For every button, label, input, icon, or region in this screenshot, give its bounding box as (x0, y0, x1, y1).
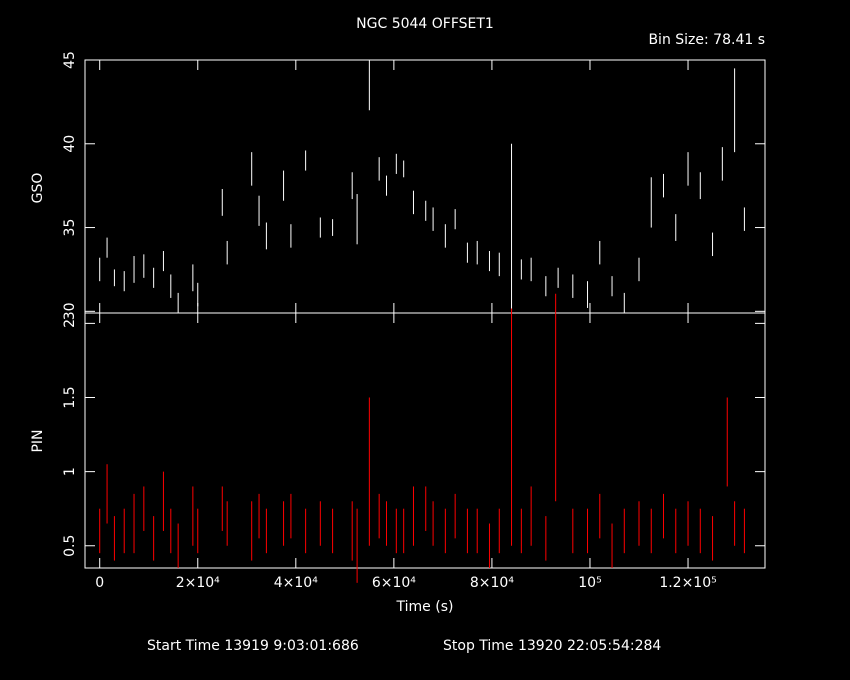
y-axis-label: GSO (30, 173, 46, 204)
x-tick-label: 6×10⁴ (372, 575, 416, 591)
start-time: Start Time 13919 9:03:01:686 (147, 638, 359, 654)
bin-size: Bin Size: 78.41 s (648, 32, 765, 48)
panel-frame (84, 312, 766, 569)
y-tick-label: 45 (62, 51, 78, 69)
panel-frame (84, 59, 766, 314)
y-tick-label: 35 (62, 219, 78, 237)
x-tick-label: 2×10⁴ (176, 575, 220, 591)
y-tick-label: 1.5 (62, 386, 78, 408)
y-tick-label: 0.5 (62, 535, 78, 557)
y-axis-label: PIN (30, 429, 46, 452)
stop-time: Stop Time 13920 22:05:54:284 (443, 638, 661, 654)
y-tick-label: 2 (62, 319, 78, 328)
x-axis-label: Time (s) (396, 599, 454, 615)
chart-title: NGC 5044 OFFSET1 (356, 16, 494, 32)
x-tick-label: 0 (95, 575, 104, 591)
y-tick-label: 30 (62, 302, 78, 320)
x-tick-label: 8×10⁴ (470, 575, 514, 591)
y-tick-label: 1 (62, 467, 78, 476)
x-tick-label: 4×10⁴ (274, 575, 318, 591)
x-tick-label: 10⁵ (578, 575, 601, 591)
x-tick-label: 1.2×10⁵ (659, 575, 716, 591)
y-tick-label: 40 (62, 135, 78, 153)
